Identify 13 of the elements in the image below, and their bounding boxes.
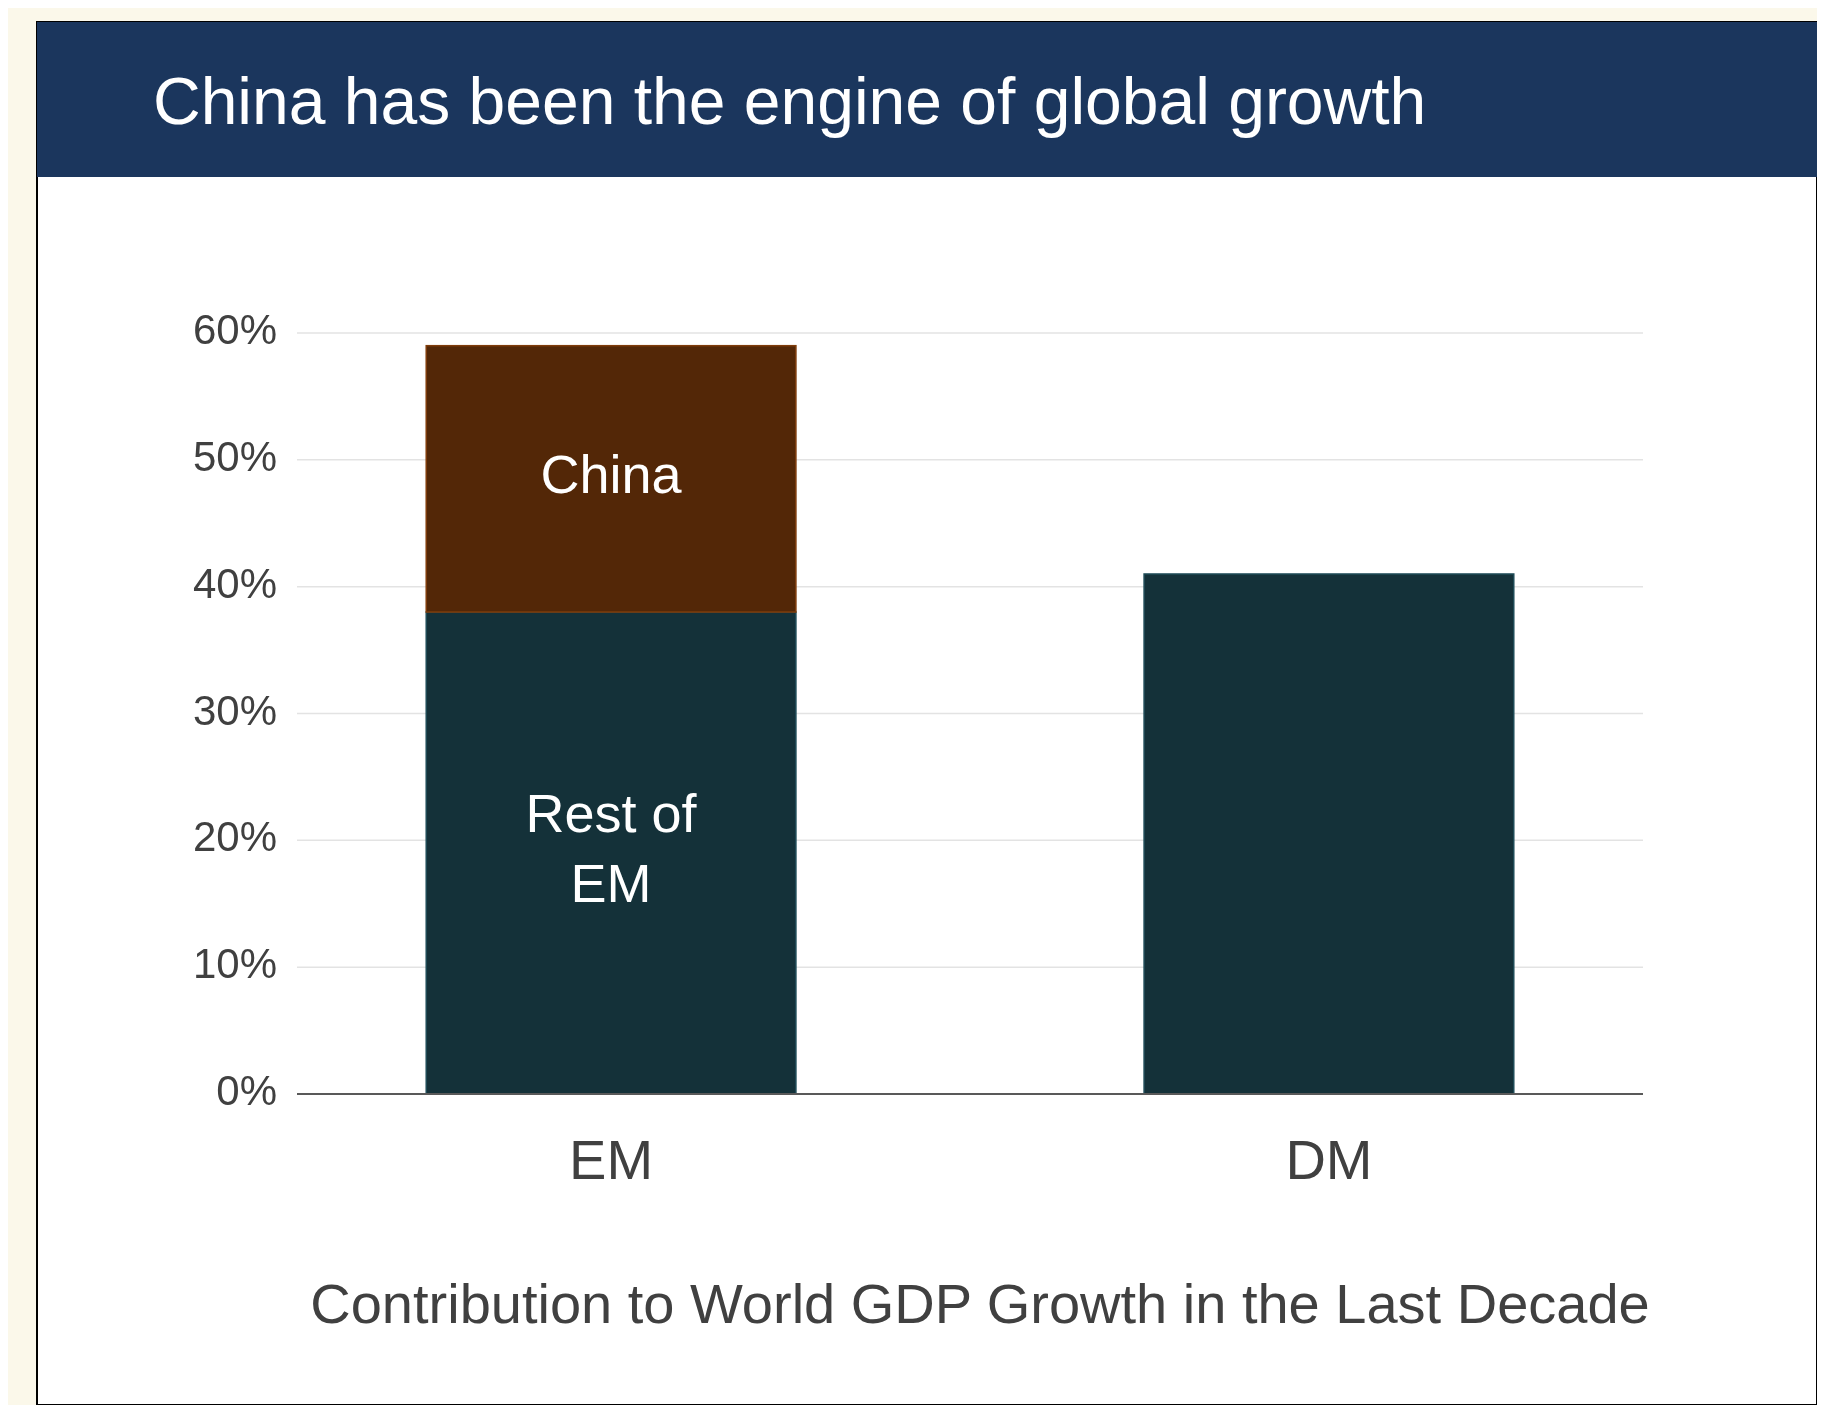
x-axis-title: Contribution to World GDP Growth in the Last Decade xyxy=(310,1271,1650,1335)
y-tick-label: 10% xyxy=(192,940,277,988)
chart-title: China has been the engine of global growth xyxy=(153,64,1427,138)
series-label: Rest of EM xyxy=(525,783,698,914)
y-tick-label: 40% xyxy=(192,559,277,607)
series-label: China xyxy=(540,444,683,505)
y-tick-label: 20% xyxy=(192,813,277,861)
y-tick-label: 0% xyxy=(216,1067,277,1115)
y-tick-label: 60% xyxy=(192,306,277,354)
y-tick-label: 30% xyxy=(192,686,277,734)
y-tick-label: 50% xyxy=(192,432,277,480)
x-tick-label: DM xyxy=(1285,1127,1373,1191)
x-tick-label: EM xyxy=(569,1127,654,1191)
